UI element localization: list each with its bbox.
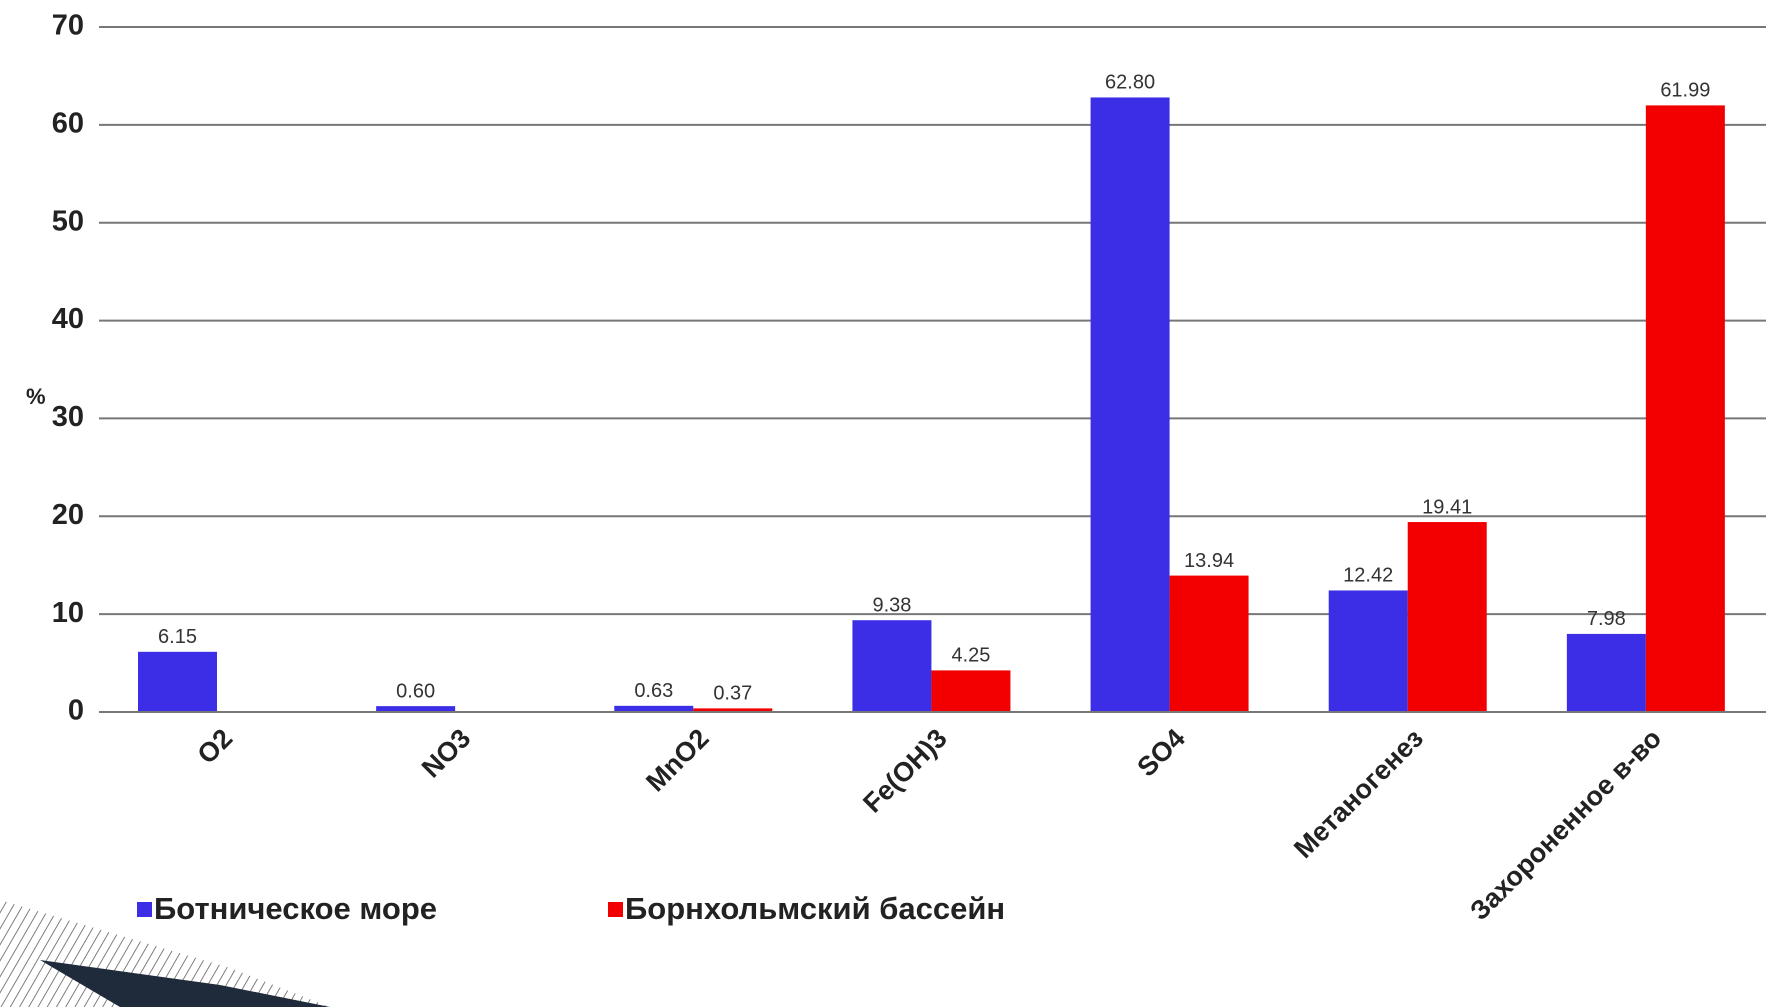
value-label: 13.94 — [1184, 550, 1234, 572]
value-label: 61.99 — [1660, 80, 1710, 102]
value-label: 4.25 — [951, 645, 990, 667]
y-tick-label: 10 — [52, 597, 84, 629]
legend-swatch — [137, 902, 152, 917]
x-tick-label: NO3 — [416, 723, 476, 783]
bar — [1090, 97, 1170, 712]
y-tick-label: 60 — [52, 108, 84, 140]
bar — [931, 670, 1011, 712]
legend-swatch — [608, 902, 623, 917]
x-tick-label: Метаногенез — [1288, 723, 1429, 864]
bar — [1566, 633, 1646, 712]
x-tick-label: MnO2 — [640, 723, 714, 797]
bar — [1328, 590, 1408, 712]
x-tick-label: O2 — [192, 723, 239, 770]
bar — [1645, 105, 1725, 713]
bar — [693, 708, 773, 712]
value-label: 0.37 — [713, 683, 752, 705]
bar — [376, 706, 456, 712]
value-label: 0.60 — [396, 680, 435, 702]
bar — [1169, 575, 1249, 712]
bar — [138, 651, 217, 712]
bar — [614, 705, 694, 712]
value-label: 0.63 — [634, 680, 673, 702]
y-tick-label: 20 — [52, 499, 84, 531]
legend-label: Ботническое море — [154, 891, 437, 926]
bar — [1407, 522, 1487, 712]
y-tick-label: 0 — [68, 695, 84, 727]
y-tick-label: 70 — [52, 10, 84, 42]
x-tick-label: Захороненное в-во — [1464, 723, 1667, 926]
value-label: 12.42 — [1343, 565, 1393, 587]
decor-arrow-tip — [40, 960, 330, 1007]
x-tick-label: Fe(OH)3 — [857, 723, 952, 818]
legend-label: Борнхольмский бассейн — [625, 891, 1005, 926]
y-tick-label: 40 — [52, 303, 84, 335]
value-label: 9.38 — [872, 594, 911, 616]
y-tick-label: 30 — [52, 401, 84, 433]
value-label: 7.98 — [1587, 608, 1626, 630]
y-tick-label: 50 — [52, 205, 84, 237]
value-label: 6.15 — [158, 626, 197, 648]
value-label: 62.80 — [1105, 72, 1155, 94]
bar — [852, 620, 932, 712]
value-label: 19.41 — [1422, 496, 1472, 518]
y-axis-label: % — [26, 384, 46, 409]
x-tick-label: SO4 — [1131, 723, 1190, 782]
